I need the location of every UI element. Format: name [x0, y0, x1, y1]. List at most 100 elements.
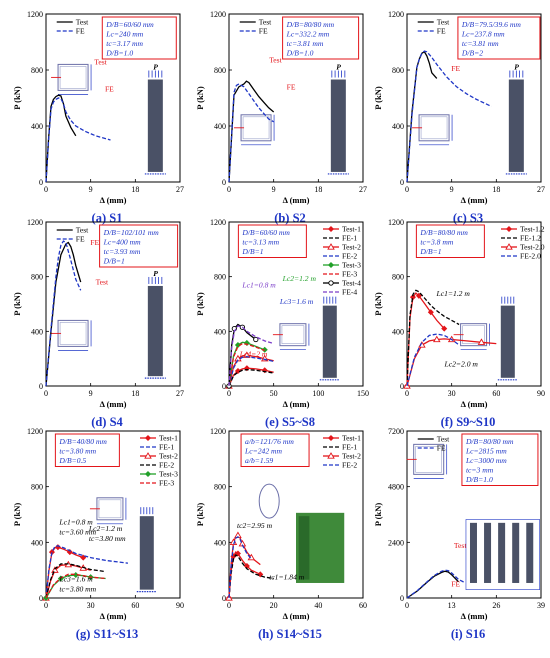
y-tick-label: 400 — [31, 538, 43, 547]
x-axis-label: Δ (mm) — [283, 195, 310, 205]
y-axis-label: P (kN) — [195, 86, 205, 110]
y-tick-label: 1200 — [388, 10, 404, 19]
y-axis-label: P (kN) — [195, 503, 205, 527]
y-tick-label: 400 — [31, 327, 43, 336]
x-tick-label: 90 — [176, 601, 184, 610]
info-line: tc=3.93 mm — [104, 247, 141, 256]
y-tick-label: 800 — [214, 66, 226, 75]
frame-column — [498, 522, 506, 583]
info-line: tc=3.81 mm — [287, 39, 324, 48]
x-axis-label: Δ (mm) — [283, 399, 310, 409]
info-box — [101, 16, 177, 60]
chart-caption: (g) S11~S13 — [76, 627, 138, 641]
y-tick-label: 0 — [222, 178, 226, 187]
y-tick-label: 0 — [39, 382, 43, 391]
info-line: Lc=242 mm — [244, 447, 282, 456]
x-axis-label: Δ (mm) — [461, 611, 488, 621]
chart-caption: (b) S2 — [274, 211, 306, 225]
series-line-fe-4 — [228, 325, 274, 387]
info-line: Lc=332.2 mm — [286, 30, 330, 39]
chart-caption: (i) S16 — [451, 627, 485, 641]
info-box — [282, 16, 360, 60]
info-box — [237, 224, 307, 258]
data-point-marker — [243, 351, 251, 358]
legend-label: Test-1 — [342, 434, 361, 443]
y-axis-label: P (kN) — [12, 292, 22, 316]
x-axis-label: Δ (mm) — [100, 611, 127, 621]
info-line: D/B=1.0 — [105, 49, 133, 58]
legend-label: Test-2 — [342, 452, 361, 461]
x-tick-label: 27 — [176, 389, 184, 398]
chart-panel-s3: 0 9 18 27 0 400 800 1200 Δ (mm) P (kN) (c) S3 P D/B=… — [373, 10, 545, 225]
info-box — [457, 16, 541, 60]
y-tick-label: 0 — [222, 382, 226, 391]
data-point-marker — [415, 292, 422, 299]
info-line: D/B=80/80 mm — [419, 228, 468, 237]
y-tick-label: 400 — [392, 327, 404, 336]
info-line: Lc=2815 mm — [465, 447, 507, 456]
length-annotation: tc=3.80 mm — [89, 534, 126, 543]
data-point-marker — [327, 434, 335, 442]
x-tick-label: 0 — [227, 389, 231, 398]
info-line: D/B=1 — [419, 247, 441, 256]
x-tick-label: 40 — [314, 601, 322, 610]
info-line: D/B=2 — [461, 49, 483, 58]
data-point-marker — [427, 309, 434, 316]
x-axis-label: Δ (mm) — [100, 399, 127, 409]
y-tick-label: 1200 — [210, 427, 226, 436]
chart-panel-s1: 0 9 18 27 0 400 800 1200 Δ (mm) P (kN) (a) S1 P D/B=… — [12, 10, 184, 225]
info-box — [240, 433, 310, 467]
legend-label: FE-3 — [342, 270, 357, 279]
length-annotation: Lc2=2.0 m — [444, 359, 479, 368]
info-line: D/B=1.0 — [465, 475, 493, 484]
y-axis-label: P (kN) — [12, 503, 22, 527]
legend-label: Test-4 — [342, 279, 361, 288]
legend-label: Test-2 — [159, 452, 178, 461]
cross-section-sketch — [279, 323, 307, 347]
legend-label: FE — [76, 235, 85, 244]
x-tick-label: 30 — [448, 389, 456, 398]
data-point-marker — [144, 452, 152, 459]
legend-label: FE-1.2 — [520, 234, 541, 243]
length-annotation: tc1=1.84 m — [269, 573, 305, 582]
data-point-marker — [505, 243, 513, 250]
info-line: tc=3.17 mm — [106, 39, 143, 48]
x-tick-label: 9 — [89, 389, 93, 398]
y-tick-label: 1200 — [210, 218, 226, 227]
data-point-marker — [257, 571, 264, 578]
legend-label: FE-2 — [342, 252, 357, 261]
info-line: tc=3.80 mm — [59, 447, 96, 456]
chart-panel-s5s8: 0 50 100 150 0 400 800 1200 Δ (mm) P (kN) (e) S5~S… — [195, 218, 369, 429]
y-tick-label: 1200 — [27, 218, 43, 227]
plot-frame — [228, 221, 364, 387]
chart-caption: (d) S4 — [91, 415, 123, 429]
info-line: D/B=40/80 mm — [58, 437, 107, 446]
x-tick-label: 26 — [492, 601, 500, 610]
info-line: tc=3.81 mm — [462, 39, 499, 48]
y-tick-label: 400 — [392, 122, 404, 131]
length-annotation: Lc2=1.2 m — [88, 524, 123, 533]
x-tick-label: 0 — [405, 185, 409, 194]
column-sketch — [139, 516, 154, 590]
series-line-test — [45, 241, 82, 387]
chart-caption: (c) S3 — [453, 211, 483, 225]
cross-section-sketch — [418, 114, 450, 142]
data-point-marker — [144, 470, 152, 478]
legend-label: Test — [437, 435, 450, 444]
y-tick-label: 0 — [39, 594, 43, 603]
y-tick-label: 1200 — [210, 10, 226, 19]
annotation-test: Test — [96, 277, 109, 286]
info-line: tc=3.13 mm — [242, 238, 279, 247]
y-tick-label: 1200 — [27, 10, 43, 19]
chart-panel-s9s10: 0 30 60 90 0 400 800 1200 Δ (mm) P (kN) (f) S9~S10… — [373, 218, 545, 429]
x-tick-label: 0 — [405, 601, 409, 610]
cross-section-sketch — [57, 319, 89, 347]
info-line: D/B=60/60 mm — [241, 228, 290, 237]
x-tick-label: 60 — [359, 601, 367, 610]
y-tick-label: 1200 — [27, 427, 43, 436]
y-tick-label: 4800 — [388, 483, 404, 492]
info-line: D/B=60/60 mm — [105, 20, 154, 29]
x-axis-label: Δ (mm) — [100, 195, 127, 205]
series-line-test-2-0 — [406, 338, 497, 387]
y-tick-label: 400 — [214, 122, 226, 131]
